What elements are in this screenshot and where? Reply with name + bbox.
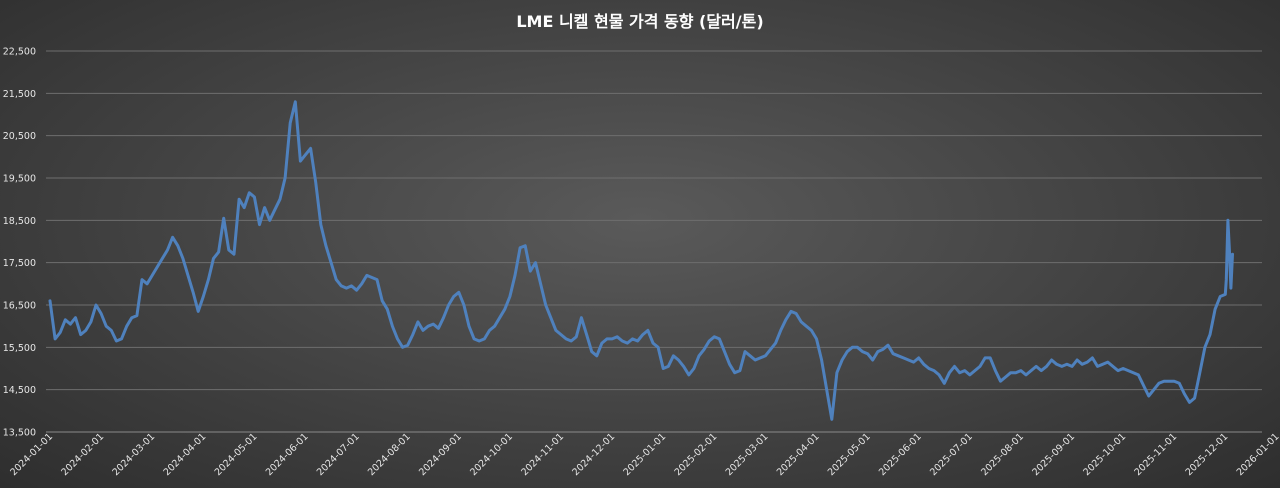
x-tick-label: 2025-06-01 bbox=[877, 431, 924, 478]
x-tick-label: 2025-04-01 bbox=[775, 431, 822, 478]
x-tick-label: 2024-06-01 bbox=[264, 431, 311, 478]
x-tick-label: 2025-11-01 bbox=[1132, 431, 1179, 478]
y-tick-label: 15,500 bbox=[3, 343, 36, 354]
x-tick-label: 2024-10-01 bbox=[468, 431, 515, 478]
x-tick-label: 2024-02-01 bbox=[59, 431, 106, 478]
chart-title: LME 니켈 현물 가격 동향 (달러/톤) bbox=[516, 12, 764, 31]
x-tick-label: 2025-01-01 bbox=[621, 431, 668, 478]
x-tick-label: 2024-03-01 bbox=[110, 431, 157, 478]
y-tick-label: 19,500 bbox=[3, 174, 36, 185]
x-tick-label: 2024-12-01 bbox=[570, 431, 617, 478]
x-tick-label: 2025-08-01 bbox=[979, 431, 1026, 478]
y-tick-label: 13,500 bbox=[3, 428, 36, 439]
x-tick-label: 2025-09-01 bbox=[1030, 431, 1077, 478]
y-tick-label: 22,500 bbox=[3, 47, 36, 58]
series-line bbox=[48, 100, 1234, 421]
x-tick-label: 2025-03-01 bbox=[724, 431, 771, 478]
x-tick-label: 2025-02-01 bbox=[673, 431, 720, 478]
x-tick-label: 2024-05-01 bbox=[213, 431, 260, 478]
y-tick-label: 14,500 bbox=[3, 385, 36, 396]
x-tick-label: 2024-09-01 bbox=[417, 431, 464, 478]
x-tick-label: 2024-08-01 bbox=[366, 431, 413, 478]
y-tick-label: 21,500 bbox=[3, 89, 36, 100]
x-tick-label: 2025-12-01 bbox=[1184, 431, 1231, 478]
x-tick-label: 2024-04-01 bbox=[162, 431, 209, 478]
x-tick-label: 2024-11-01 bbox=[519, 431, 566, 478]
y-tick-label: 16,500 bbox=[3, 301, 36, 312]
y-tick-label: 17,500 bbox=[3, 258, 36, 269]
y-tick-label: 18,500 bbox=[3, 216, 36, 227]
x-tick-label: 2025-10-01 bbox=[1081, 431, 1128, 478]
x-tick-label: 2025-07-01 bbox=[928, 431, 975, 478]
y-tick-label: 20,500 bbox=[3, 131, 36, 142]
x-tick-label: 2025-05-01 bbox=[826, 431, 873, 478]
x-tick-label: 2026-01-01 bbox=[1235, 431, 1280, 478]
x-tick-label: 2024-07-01 bbox=[315, 431, 362, 478]
